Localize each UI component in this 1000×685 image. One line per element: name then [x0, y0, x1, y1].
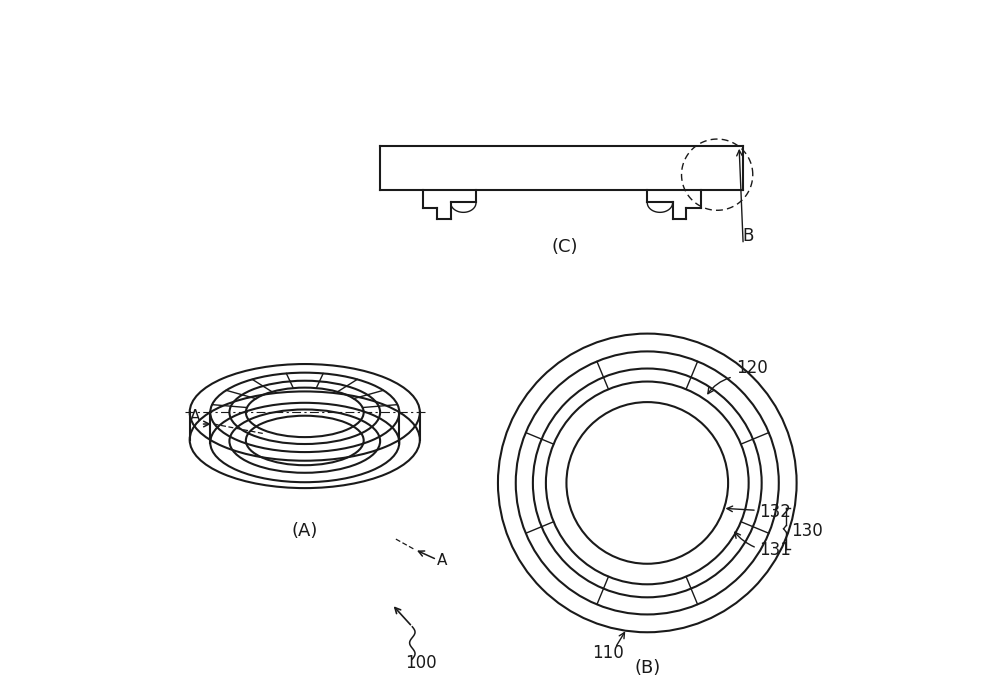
Text: 132: 132 — [759, 503, 791, 521]
Text: 100: 100 — [405, 654, 437, 672]
Text: 131: 131 — [759, 541, 791, 559]
Text: 120: 120 — [736, 360, 768, 377]
Text: 110: 110 — [592, 644, 624, 662]
Text: (A): (A) — [292, 522, 318, 540]
Text: B: B — [742, 227, 754, 245]
Text: 130: 130 — [791, 522, 823, 540]
Text: (C): (C) — [552, 238, 578, 256]
Text: A: A — [437, 553, 447, 568]
Text: A: A — [190, 409, 200, 424]
Text: (B): (B) — [634, 659, 660, 677]
